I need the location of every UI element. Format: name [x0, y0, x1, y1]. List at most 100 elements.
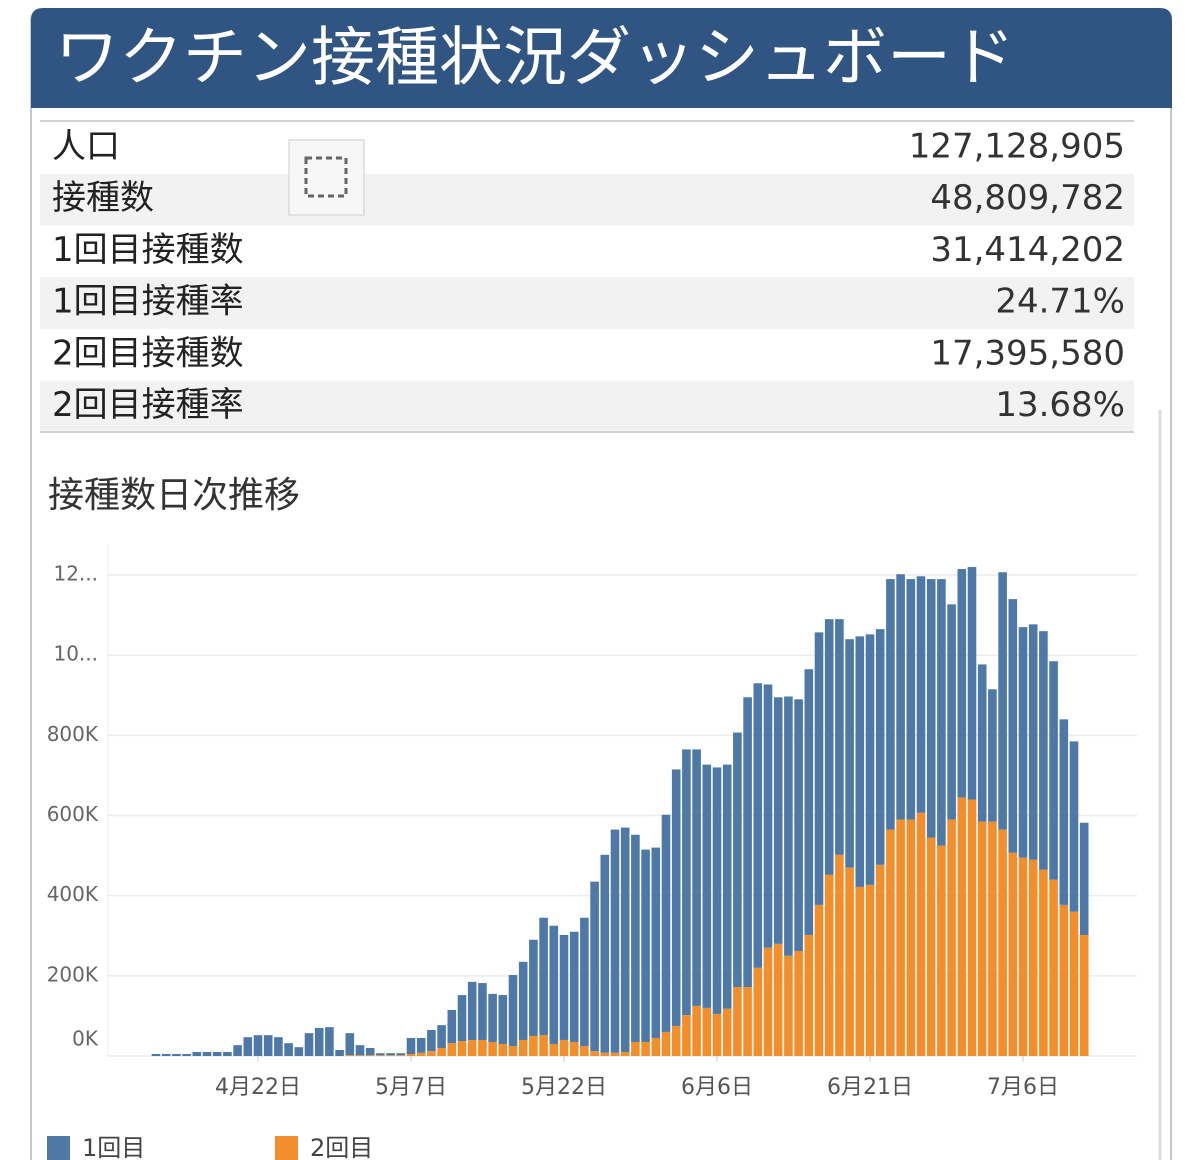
bar-segment	[580, 1045, 589, 1056]
bar-segment	[406, 1053, 416, 1056]
bar-segment	[172, 1053, 181, 1056]
bar-segment	[784, 696, 793, 956]
bar-segment	[406, 1037, 416, 1054]
bar-segment	[182, 1053, 191, 1056]
bar-segment	[253, 1035, 263, 1056]
bar-segment	[845, 867, 854, 1056]
row-label: 2回目接種率	[52, 385, 244, 425]
bar-segment	[294, 1047, 304, 1056]
bar-segment	[886, 579, 895, 830]
y-tick-label: 600K	[47, 802, 99, 826]
bar-segment	[1039, 631, 1048, 870]
bar-segment	[345, 1033, 355, 1056]
bar-segment	[467, 1039, 477, 1056]
bar-segment	[1079, 822, 1089, 935]
bar-segment	[814, 904, 824, 1056]
bar-segment	[304, 1033, 314, 1056]
bar-segment	[355, 1055, 365, 1056]
bar-segment	[753, 967, 763, 1056]
bar-segment	[620, 827, 630, 1052]
bar-segment	[641, 849, 650, 1042]
bar-segment	[926, 837, 936, 1056]
bar-segment	[926, 579, 936, 838]
bar-segment	[488, 1041, 497, 1056]
bar-segment	[886, 829, 895, 1056]
bar-segment	[478, 1039, 487, 1056]
bar-segment	[590, 881, 599, 1052]
bar-segment	[998, 572, 1007, 830]
bar-segment	[671, 1025, 681, 1056]
bar-segment	[682, 749, 691, 1016]
bar-segment	[804, 669, 814, 935]
bar-segment	[365, 1047, 375, 1056]
select-icon	[304, 156, 348, 198]
bar-segment	[855, 636, 865, 887]
bar-segment	[529, 1035, 538, 1056]
bar-segment	[539, 917, 548, 1036]
row-label: 2回目接種数	[52, 333, 244, 373]
bar-segment	[396, 1053, 406, 1056]
bar-segment	[508, 1045, 518, 1056]
bar-segment	[712, 767, 722, 1014]
bar-segment	[651, 847, 661, 1038]
bar-segment	[743, 987, 752, 1056]
y-tick-label: 400K	[47, 882, 99, 906]
bar-segment	[998, 829, 1007, 1056]
bar-segment	[437, 1025, 446, 1048]
bar-segment	[539, 1035, 548, 1056]
bar-segment	[498, 1043, 508, 1056]
legend-label: 2回目	[310, 1134, 373, 1160]
bar-segment	[1069, 741, 1079, 912]
bar-segment	[937, 579, 946, 846]
bar-segment	[335, 1049, 344, 1056]
row-value: 127,128,905	[909, 127, 1125, 167]
select-tool[interactable]	[288, 139, 365, 216]
bar-segment	[518, 961, 528, 1040]
bar-segment	[906, 819, 916, 1056]
bar-segment	[1018, 857, 1028, 1056]
x-tick-label: 6月21日	[827, 1075, 913, 1100]
bar-segment	[957, 569, 967, 798]
bar-segment	[345, 1055, 355, 1056]
bar-segment	[967, 799, 977, 1056]
bar-segment	[1069, 911, 1079, 1056]
bar-segment	[233, 1045, 242, 1056]
bar-segment	[733, 987, 742, 1056]
bar-segment	[845, 639, 854, 868]
bar-segment	[692, 1005, 701, 1056]
bar-segment	[804, 934, 814, 1056]
bar-segment	[447, 1009, 457, 1044]
bar-segment	[376, 1053, 385, 1056]
bar-segment	[569, 931, 579, 1042]
row-label: 人口	[52, 127, 120, 167]
bar-segment	[957, 797, 967, 1056]
bar-segment	[559, 1039, 569, 1056]
bar-segment	[416, 1052, 426, 1056]
bar-segment	[161, 1053, 171, 1056]
bar-segment	[467, 981, 477, 1040]
header-title: ワクチン接種状況ダッシュボード	[55, 22, 1015, 96]
bar-segment	[437, 1047, 446, 1056]
row-label: 1回目接種数	[52, 230, 244, 270]
chart-title: 接種数日次推移	[48, 475, 300, 516]
bar-segment	[518, 1039, 528, 1056]
bar-segment	[1028, 859, 1038, 1056]
table-row-bg	[40, 380, 1134, 433]
bar-segment	[620, 1051, 630, 1056]
bar-segment	[671, 769, 681, 1026]
bar-segment	[212, 1051, 222, 1056]
bar-segment	[773, 697, 783, 944]
bar-segment	[284, 1043, 293, 1056]
bar-segment	[722, 1008, 732, 1056]
y-tick-label: 0K	[72, 1027, 99, 1051]
y-tick-label: 10...	[53, 642, 98, 666]
row-value: 17,395,580	[930, 333, 1125, 373]
bar-segment	[682, 1015, 691, 1056]
bar-segment	[784, 955, 793, 1056]
table-row-bg	[40, 173, 1134, 226]
bar-segment	[1059, 904, 1069, 1056]
bar-segment	[702, 764, 712, 1008]
legend-swatch	[47, 1136, 70, 1160]
bar-segment	[916, 812, 926, 1056]
table-row-bg	[40, 277, 1134, 329]
